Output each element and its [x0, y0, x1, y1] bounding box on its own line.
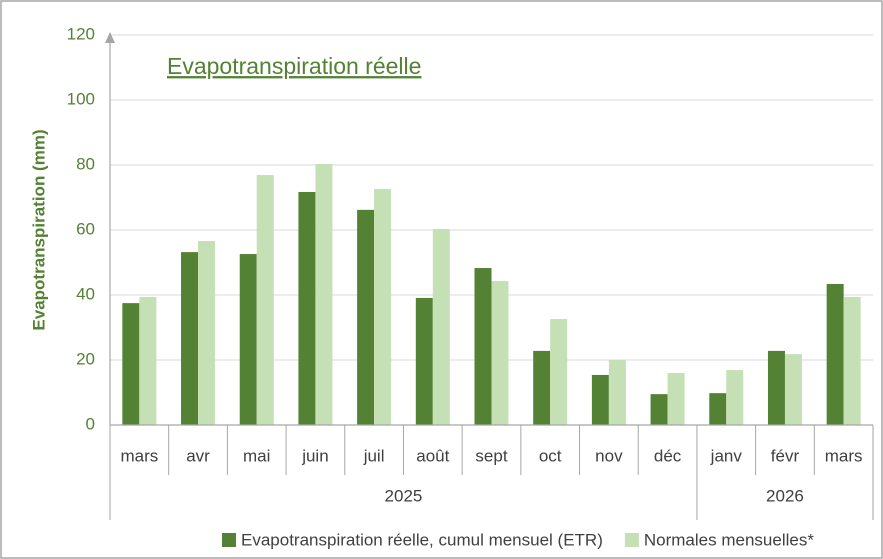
y-axis-label: Evapotranspiration (mm) — [29, 129, 48, 330]
x-tick-label: déc — [654, 446, 682, 465]
x-tick-label: mars — [825, 446, 863, 465]
x-tick-label: janv — [710, 446, 743, 465]
y-tick-label: 60 — [76, 219, 95, 238]
x-tick-label: févr — [771, 446, 800, 465]
group-label: 2025 — [385, 486, 423, 505]
bar — [843, 296, 861, 425]
legend-label: Evapotranspiration réelle, cumul mensuel… — [241, 530, 603, 549]
y-tick-label: 20 — [76, 349, 95, 368]
y-tick-label: 100 — [67, 89, 95, 108]
bar — [533, 350, 551, 425]
y-tick-label: 120 — [67, 24, 95, 43]
x-tick-label: août — [416, 446, 449, 465]
bar — [415, 297, 433, 425]
bar — [826, 283, 844, 425]
bar — [239, 254, 257, 425]
legend-swatch — [624, 533, 639, 547]
x-tick-label: mai — [243, 446, 270, 465]
bar — [550, 319, 568, 425]
x-tick-label: juil — [363, 446, 385, 465]
x-tick-label: juin — [301, 446, 328, 465]
bar — [591, 374, 609, 425]
x-tick-label: mars — [120, 446, 158, 465]
bar — [256, 175, 274, 425]
bar — [767, 350, 785, 425]
bar — [491, 281, 509, 425]
x-tick-label: sept — [475, 446, 507, 465]
bar — [181, 252, 199, 425]
bar — [298, 191, 316, 425]
bar — [139, 296, 157, 425]
bar — [357, 209, 375, 425]
x-tick-label: nov — [595, 446, 623, 465]
bar — [432, 229, 450, 425]
y-tick-label: 0 — [86, 414, 95, 433]
bar — [650, 394, 668, 425]
bar — [122, 303, 140, 425]
bar — [726, 370, 744, 425]
y-tick-label: 80 — [76, 154, 95, 173]
x-tick-label: oct — [539, 446, 562, 465]
bar — [315, 164, 333, 425]
legend-label: Normales mensuelles* — [644, 530, 814, 549]
bar — [784, 354, 802, 425]
group-label: 2026 — [766, 486, 804, 505]
bar — [374, 189, 392, 425]
y-tick-label: 40 — [76, 284, 95, 303]
bar — [198, 241, 216, 425]
bar — [608, 360, 626, 425]
x-tick-label: avr — [186, 446, 210, 465]
y-axis-arrow — [105, 32, 115, 43]
bar — [667, 373, 685, 425]
bar — [474, 268, 492, 425]
legend-swatch — [222, 533, 236, 547]
bar — [709, 393, 727, 425]
chart-title: Evapotranspiration réelle — [167, 53, 421, 79]
